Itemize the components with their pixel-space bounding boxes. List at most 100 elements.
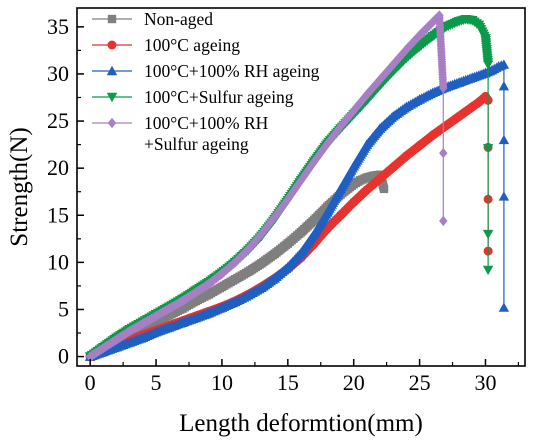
data-point xyxy=(498,80,510,91)
data-point xyxy=(216,302,228,312)
legend-marker xyxy=(107,14,117,24)
y-tick-label: 10 xyxy=(47,249,69,274)
x-tick-label: 5 xyxy=(151,370,162,395)
data-point xyxy=(474,97,484,107)
data-point xyxy=(164,322,175,332)
data-point xyxy=(230,275,240,284)
data-point xyxy=(323,202,332,211)
data-point xyxy=(375,174,385,184)
data-point xyxy=(336,210,346,220)
data-point xyxy=(361,139,373,149)
data-point xyxy=(309,156,319,167)
data-point xyxy=(389,59,398,70)
data-point xyxy=(482,60,494,70)
data-point xyxy=(270,249,279,259)
data-point xyxy=(137,332,149,342)
data-point xyxy=(401,151,411,161)
data-point xyxy=(482,144,494,154)
data-point xyxy=(177,317,188,327)
data-point xyxy=(428,16,437,28)
data-point xyxy=(401,101,412,112)
legend-entry: Non-aged xyxy=(92,9,213,29)
y-tick-label: 0 xyxy=(58,344,69,369)
data-point xyxy=(374,123,386,133)
data-point xyxy=(348,161,359,171)
data-point xyxy=(204,290,213,299)
data-point xyxy=(112,334,121,345)
series-3 xyxy=(84,59,510,361)
data-point xyxy=(427,32,438,42)
data-point xyxy=(99,342,108,354)
data-point xyxy=(467,16,478,26)
data-point xyxy=(178,295,187,307)
data-point xyxy=(369,171,378,180)
data-point xyxy=(269,273,280,283)
y-tick-label: 15 xyxy=(47,202,69,227)
y-tick-label: 5 xyxy=(58,296,69,321)
data-point xyxy=(124,337,135,347)
x-axis-title: Length deformtion(mm) xyxy=(179,410,423,437)
data-point xyxy=(482,229,494,240)
y-axis-title: Strength(N) xyxy=(6,127,33,246)
data-point xyxy=(309,215,319,225)
data-point xyxy=(256,282,267,293)
data-point xyxy=(308,228,320,239)
data-point xyxy=(349,105,358,116)
data-point xyxy=(439,82,448,94)
plot-frame xyxy=(76,7,526,367)
legend-label: Non-aged xyxy=(144,9,213,29)
data-point xyxy=(498,59,510,69)
data-point xyxy=(356,176,365,185)
data-point xyxy=(362,185,372,195)
data-point xyxy=(454,111,464,121)
data-point xyxy=(388,162,398,172)
data-point xyxy=(282,261,294,272)
data-point xyxy=(111,341,122,352)
data-point xyxy=(467,72,478,82)
data-point xyxy=(428,130,438,140)
data-point xyxy=(150,326,162,337)
data-point xyxy=(165,303,174,314)
data-point xyxy=(230,257,240,268)
y-tick-label: 20 xyxy=(47,155,69,180)
data-point xyxy=(151,310,161,322)
x-tick-label: 20 xyxy=(343,370,365,395)
data-point xyxy=(482,265,494,276)
legend-entry: 100°C+Sulfur ageing xyxy=(92,87,294,107)
series-5 xyxy=(85,10,448,362)
data-point xyxy=(257,259,266,268)
data-point xyxy=(295,247,307,258)
data-point xyxy=(362,173,372,182)
data-point xyxy=(283,239,293,248)
data-point xyxy=(151,317,161,326)
data-point xyxy=(473,20,485,31)
legend-entry: 100°C+100% RH ageing xyxy=(92,61,320,81)
x-tick-label: 0 xyxy=(85,370,96,395)
y-tick-label: 25 xyxy=(47,108,69,133)
x-tick-label: 10 xyxy=(211,370,233,395)
legend-label: 100°C+100% RH xyxy=(144,113,269,133)
data-point xyxy=(415,141,425,151)
data-point xyxy=(467,102,477,112)
data-point xyxy=(498,302,510,312)
legend-label: 100°C+100% RH ageing xyxy=(144,61,320,81)
y-tick-label: 30 xyxy=(47,61,69,86)
legend: Non-aged 100°C ageing 100°C+100% RH ageing… xyxy=(92,9,320,154)
data-point xyxy=(453,16,465,27)
data-point xyxy=(296,228,306,237)
legend-entry: 100°C ageing xyxy=(92,35,240,55)
data-point xyxy=(322,207,333,217)
data-point xyxy=(323,138,332,149)
data-point xyxy=(204,278,213,290)
data-point xyxy=(229,296,241,307)
data-point xyxy=(415,30,424,41)
data-point xyxy=(349,179,358,189)
data-point xyxy=(402,44,411,55)
data-point xyxy=(439,147,448,159)
data-point xyxy=(336,121,345,132)
data-point xyxy=(191,287,200,298)
data-point xyxy=(480,33,491,44)
data-point xyxy=(414,42,425,52)
data-point xyxy=(388,111,399,121)
